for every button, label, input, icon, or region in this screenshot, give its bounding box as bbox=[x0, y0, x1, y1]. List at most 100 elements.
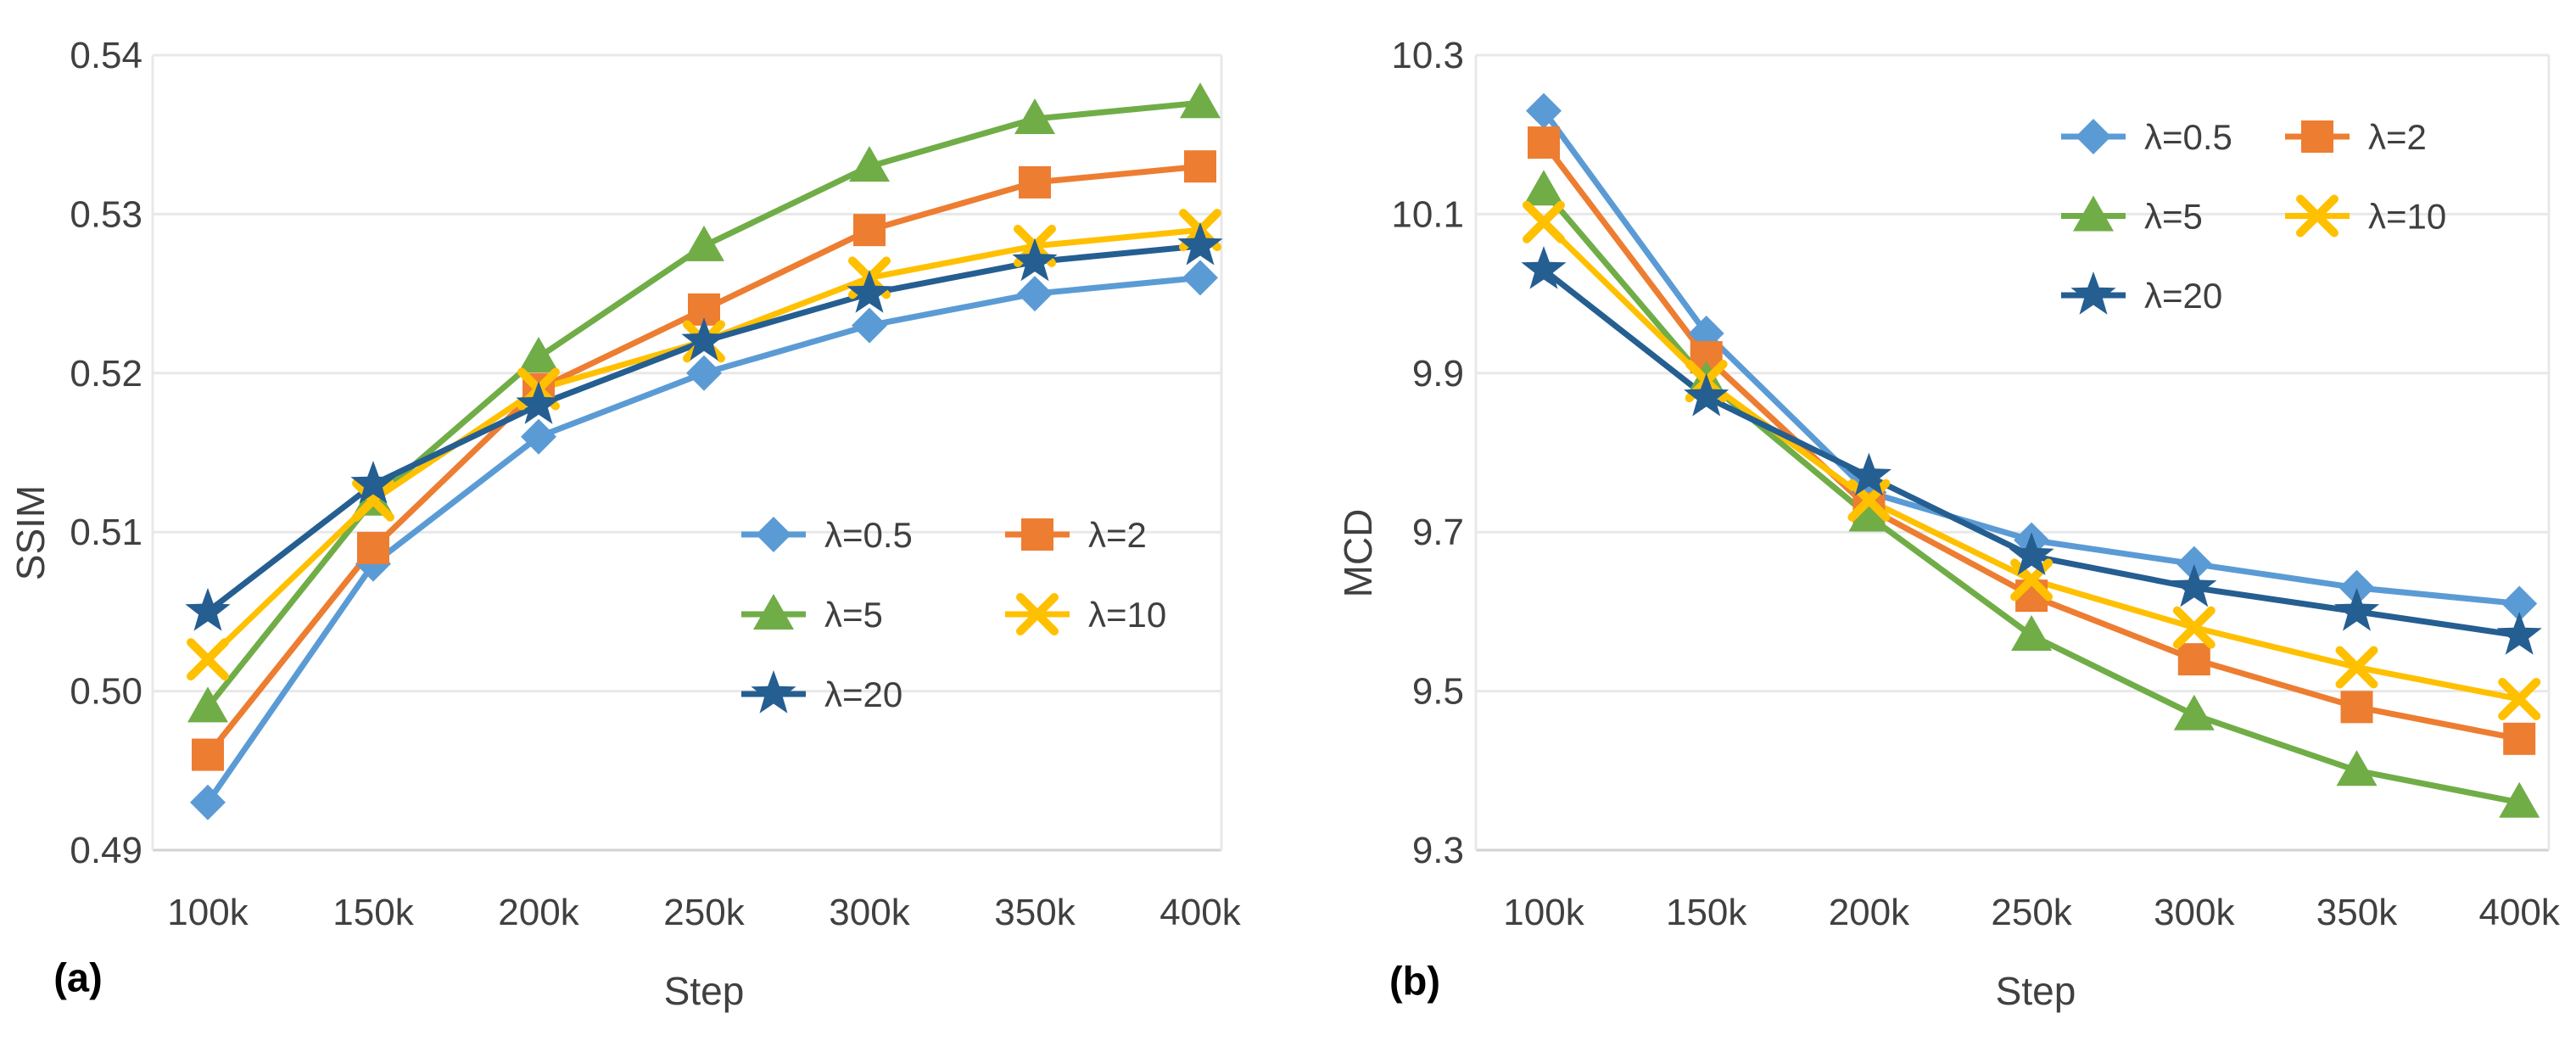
y-axis-title-ssim: SSIM bbox=[8, 484, 53, 581]
lambda-0_5-diamond-marker bbox=[686, 355, 722, 391]
legend-item-lambda-5: λ=5 bbox=[741, 594, 883, 635]
lambda-20-star-marker bbox=[185, 587, 231, 631]
lambda-10-x-marker bbox=[2172, 606, 2216, 649]
lambda-20-star-marker bbox=[350, 461, 396, 504]
legend-item-lambda-5: λ=5 bbox=[2061, 195, 2203, 237]
lambda-20-star-marker bbox=[1684, 372, 1729, 417]
panel-label-a: (a) bbox=[53, 954, 103, 1000]
legend-lambda-10-x-marker bbox=[1016, 593, 1059, 635]
legend-lambda-0_5-diamond-marker bbox=[2076, 119, 2111, 154]
x-tick-label: 100k bbox=[167, 892, 249, 933]
lambda-5-triangle-marker bbox=[2011, 615, 2053, 652]
x-tick-label: 150k bbox=[1666, 892, 1747, 933]
legend-label: λ=20 bbox=[2144, 276, 2222, 316]
lambda-5-triangle-marker bbox=[2499, 781, 2540, 818]
lambda-0_5-diamond-marker bbox=[2501, 585, 2538, 622]
lambda-20-star-marker bbox=[516, 381, 562, 424]
lambda-2-square-marker bbox=[2177, 643, 2210, 676]
legend-lambda-5-triangle-marker bbox=[2073, 195, 2114, 232]
lambda-20-star-marker bbox=[2333, 587, 2380, 631]
lambda-10-x-marker bbox=[2498, 677, 2541, 720]
panel-label-b: (b) bbox=[1389, 958, 1441, 1004]
y-tick-label: 0.51 bbox=[70, 512, 142, 553]
legend-label: λ=20 bbox=[824, 674, 902, 714]
lambda-20-star-marker bbox=[2171, 563, 2217, 607]
legend: λ=0.5 λ=2 λ=5 λ=10 λ=20 bbox=[741, 515, 1166, 714]
x-tick-label: 200k bbox=[498, 892, 579, 933]
x-tick-label: 350k bbox=[2316, 892, 2398, 933]
lambda-0_5-diamond-marker bbox=[1526, 92, 1562, 129]
lambda-2-square-marker bbox=[2340, 691, 2373, 724]
lambda-0_5-diamond-marker bbox=[852, 307, 887, 344]
legend-item-lambda-2: λ=2 bbox=[2285, 117, 2427, 157]
lambda-5-triangle-marker bbox=[1848, 495, 1890, 532]
lambda-5-triangle-marker bbox=[518, 337, 559, 373]
x-tick-label: 200k bbox=[1829, 892, 1910, 933]
lambda-20-star-marker bbox=[2009, 532, 2054, 575]
lambda-2-square-marker bbox=[192, 738, 224, 771]
x-tick-label: 100k bbox=[1503, 892, 1584, 933]
lambda-0_5-diamond-marker bbox=[190, 784, 226, 820]
y-tick-label: 9.7 bbox=[1412, 512, 1464, 553]
lambda-0_5-diamond-marker bbox=[1017, 276, 1053, 312]
lambda-10-x-marker bbox=[187, 638, 229, 681]
chart-b: 9.3 9.5 9.7 9.9 10.1 10.3 100k 150k 200k 250k 300k… bbox=[1391, 35, 2561, 933]
lambda-0_5-diamond-marker bbox=[521, 418, 556, 455]
x-tick-label: 150k bbox=[332, 892, 414, 933]
y-tick-label: 0.54 bbox=[70, 35, 142, 76]
legend-lambda-0_5-diamond-marker bbox=[756, 517, 791, 552]
y-tick-label: 10.1 bbox=[1391, 193, 1464, 235]
legend-label: λ=10 bbox=[2368, 197, 2446, 237]
y-tick-label: 0.53 bbox=[70, 193, 142, 235]
legend-item-lambda-2: λ=2 bbox=[1005, 515, 1147, 555]
legend-lambda-5-triangle-marker bbox=[753, 594, 794, 630]
legend-lambda-2-square-marker bbox=[2301, 120, 2333, 153]
legend-lambda-2-square-marker bbox=[1021, 518, 1053, 551]
lambda-20-star-marker bbox=[847, 270, 892, 313]
x-tick-label: 300k bbox=[2154, 892, 2235, 933]
x-axis-title-step-a: Step bbox=[663, 969, 745, 1013]
lambda-20-star-marker bbox=[1012, 238, 1058, 282]
lambda-10-x-marker bbox=[352, 479, 394, 522]
lambda-2-square-marker bbox=[853, 214, 886, 247]
legend-label: λ=0.5 bbox=[2144, 117, 2232, 157]
y-tick-label: 9.5 bbox=[1412, 671, 1464, 713]
legend-label: λ=5 bbox=[824, 595, 883, 635]
x-axis-title-step-b: Step bbox=[1995, 969, 2076, 1013]
chart-a: 0.49 0.50 0.51 0.52 0.53 0.54 100k 150k 200k 250k… bbox=[70, 35, 1241, 933]
lambda-0_5-diamond-marker bbox=[1182, 260, 1218, 296]
legend-item-lambda-10: λ=10 bbox=[1005, 593, 1166, 635]
lambda-20-star-marker bbox=[681, 317, 727, 361]
series-markers-lambda-20 bbox=[185, 221, 1223, 631]
legend-item-lambda-20: λ=20 bbox=[741, 670, 902, 714]
lambda-2-square-marker bbox=[357, 531, 389, 564]
y-tick-label: 10.3 bbox=[1391, 35, 1464, 76]
lambda-5-triangle-marker bbox=[1180, 82, 1221, 119]
legend: λ=0.5 λ=2 λ=5 λ=10 λ=20 bbox=[2061, 117, 2446, 316]
lambda-20-star-marker bbox=[1521, 246, 1567, 289]
lambda-20-star-marker bbox=[2496, 612, 2542, 655]
x-tick-label: 300k bbox=[829, 892, 910, 933]
legend-label: λ=10 bbox=[1088, 595, 1166, 635]
x-tick-label: 400k bbox=[1159, 892, 1241, 933]
legend-item-lambda-10: λ=10 bbox=[2285, 194, 2446, 238]
series-markers-lambda-5 bbox=[1523, 170, 2540, 818]
x-tick-label: 250k bbox=[663, 892, 745, 933]
lambda-5-triangle-marker bbox=[2336, 750, 2378, 786]
lambda-0_5-diamond-marker bbox=[2176, 546, 2212, 582]
series-markers-lambda-0_5 bbox=[190, 260, 1218, 820]
lambda-5-triangle-marker bbox=[849, 146, 890, 182]
legend-item-lambda-0_5: λ=0.5 bbox=[741, 515, 913, 555]
x-tick-label: 250k bbox=[1991, 892, 2072, 933]
legend-lambda-20-star-marker bbox=[2070, 271, 2116, 315]
lambda-0_5-diamond-marker bbox=[2339, 569, 2375, 606]
legend-label: λ=2 bbox=[2368, 117, 2427, 157]
lambda-5-triangle-marker bbox=[1523, 170, 1564, 206]
legend-item-lambda-20: λ=20 bbox=[2061, 271, 2222, 316]
lambda-5-triangle-marker bbox=[684, 225, 724, 261]
lambda-5-triangle-marker bbox=[1014, 98, 1055, 134]
legend-lambda-10-x-marker bbox=[2296, 194, 2339, 238]
x-tick-label: 350k bbox=[994, 892, 1076, 933]
lambda-2-square-marker bbox=[2503, 722, 2536, 755]
